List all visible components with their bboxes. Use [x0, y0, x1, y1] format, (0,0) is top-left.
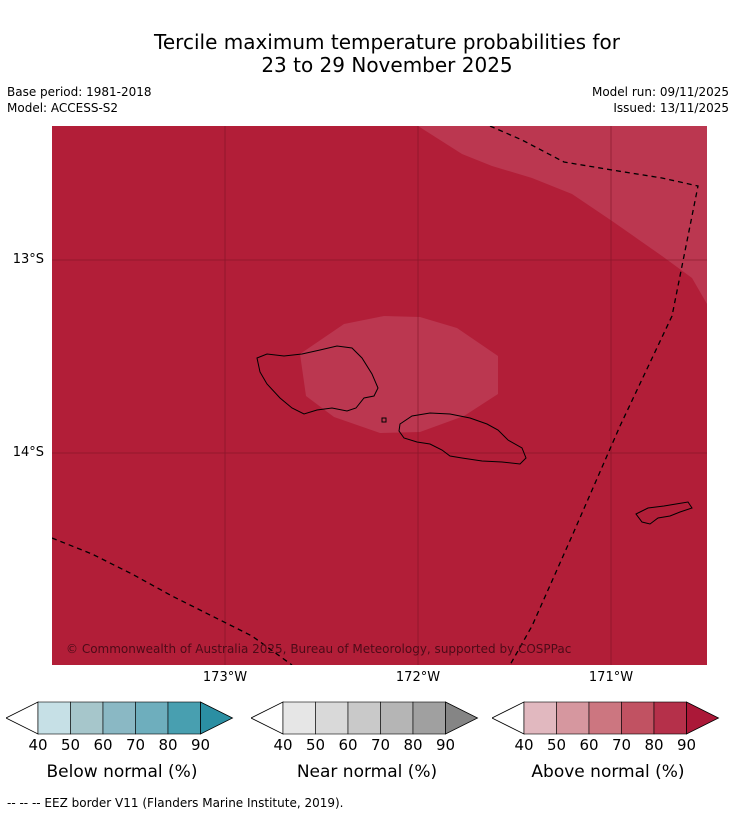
colorbar-near-tick-90: 90: [436, 736, 455, 754]
colorbar-below-normal: 40 50 60 70 80 90: [6, 701, 234, 754]
island-upolu: [398, 412, 527, 465]
issued-date: Issued: 13/11/2025: [613, 101, 729, 115]
colorbar-near-tick-70: 70: [371, 736, 390, 754]
island-savaii: [256, 345, 379, 415]
map-title: Tercile maximum temperature probabilitie…: [0, 31, 736, 77]
colorbar-caption-below: Below normal (%): [46, 762, 198, 782]
islands: [256, 345, 693, 525]
probability-patch-central: [300, 316, 498, 433]
probability-patch-northeast: [418, 126, 707, 304]
colorbar-above-segment-1: [556, 701, 590, 735]
colorbar-above-extend-low: [492, 701, 525, 735]
base-period: Base period: 1981-2018: [7, 85, 152, 99]
colorbar-near-extend-low: [251, 701, 284, 735]
copyright-notice: © Commonwealth of Australia 2025, Bureau…: [66, 642, 571, 656]
model-name: Model: ACCESS-S2: [7, 101, 119, 115]
colorbar-above-extend-high: [686, 701, 720, 735]
colorbar-above-segment-0: [523, 701, 557, 735]
eez-border-north: [489, 126, 699, 665]
title-line-2: 23 to 29 November 2025: [261, 53, 513, 77]
colorbar-below-tick-80: 80: [158, 736, 177, 754]
meta-left: Base period: 1981-2018 Model: ACCESS-S2: [7, 84, 152, 116]
colorbar-above-segment-4: [653, 701, 687, 735]
colorbar-above-segment-3: [621, 701, 655, 735]
colorbar-near-normal: 40 50 60 70 80 90: [251, 701, 479, 754]
lon-label-173w: 173°W: [202, 670, 248, 685]
map-canvas: © Commonwealth of Australia 2025, Bureau…: [52, 126, 707, 665]
colorbar-below-tick-60: 60: [93, 736, 112, 754]
colorbar-caption-above: Above normal (%): [531, 762, 685, 782]
colorbar-caption-near: Near normal (%): [296, 762, 438, 782]
colorbar-near-segment-4: [412, 701, 446, 735]
colorbar-below-tick-50: 50: [61, 736, 80, 754]
eez-footnote: -- -- -- EEZ border V11 (Flanders Marine…: [7, 796, 344, 810]
colorbar-near-segment-2: [347, 701, 381, 735]
colorbar-below-tick-70: 70: [126, 736, 145, 754]
colorbar-below-segment-0: [37, 701, 71, 735]
eez-borders: [52, 126, 699, 665]
colorbar-below-segment-4: [167, 701, 201, 735]
colorbar-below-tick-90: 90: [191, 736, 210, 754]
colorbar-near-tick-80: 80: [403, 736, 422, 754]
colorbar-below-extend-low: [6, 701, 39, 735]
islet-apolima: [381, 417, 387, 423]
colorbar-below-extend-high: [200, 701, 234, 735]
graticule: [52, 126, 707, 665]
colorbar-above-tick-40: 40: [514, 736, 533, 754]
colorbar-near-segment-3: [380, 701, 414, 735]
colorbar-near-segment-0: [282, 701, 316, 735]
colorbar-above-segment-2: [588, 701, 622, 735]
colorbar-above-tick-50: 50: [547, 736, 566, 754]
lat-label-13s: 13°S: [12, 252, 44, 267]
colorbar-below-tick-40: 40: [28, 736, 47, 754]
meta-right: Model run: 09/11/2025 Issued: 13/11/2025: [592, 84, 729, 116]
lat-label-14s: 14°S: [12, 445, 44, 460]
island-tutuila: [635, 501, 693, 525]
colorbar-near-segment-1: [315, 701, 349, 735]
colorbar-above-tick-80: 80: [644, 736, 663, 754]
colorbar-near-tick-50: 50: [306, 736, 325, 754]
colorbar-below-segment-1: [70, 701, 104, 735]
colorbar-below-segment-3: [135, 701, 169, 735]
colorbar-above-tick-60: 60: [579, 736, 598, 754]
model-run: Model run: 09/11/2025: [591, 85, 729, 99]
colorbar-near-tick-60: 60: [338, 736, 357, 754]
colorbar-above-tick-70: 70: [612, 736, 631, 754]
title-line-1: Tercile maximum temperature probabilitie…: [154, 30, 620, 54]
lon-label-172w: 172°W: [395, 670, 441, 685]
lon-label-171w: 171°W: [588, 670, 634, 685]
colorbar-near-tick-40: 40: [273, 736, 292, 754]
colorbar-above-normal: 40 50 60 70 80 90: [492, 701, 720, 754]
colorbar-above-tick-90: 90: [677, 736, 696, 754]
colorbar-near-extend-high: [445, 701, 479, 735]
colorbar-below-segment-2: [102, 701, 136, 735]
